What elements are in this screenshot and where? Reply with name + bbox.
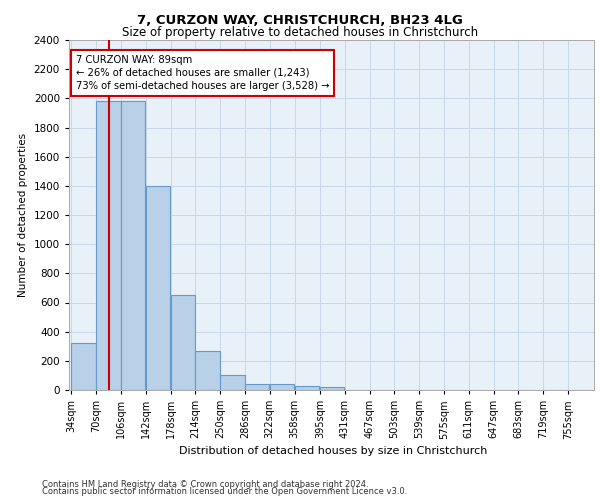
Bar xyxy=(320,387,344,390)
Text: Contains public sector information licensed under the Open Government Licence v3: Contains public sector information licen… xyxy=(42,487,407,496)
Bar xyxy=(196,350,220,390)
Text: 7 CURZON WAY: 89sqm
← 26% of detached houses are smaller (1,243)
73% of semi-det: 7 CURZON WAY: 89sqm ← 26% of detached ho… xyxy=(76,54,329,91)
Bar xyxy=(220,374,245,390)
Bar xyxy=(71,344,96,390)
Y-axis label: Number of detached properties: Number of detached properties xyxy=(18,133,28,297)
Text: Size of property relative to detached houses in Christchurch: Size of property relative to detached ho… xyxy=(122,26,478,39)
Bar xyxy=(270,384,294,390)
Bar xyxy=(170,295,195,390)
Bar xyxy=(96,102,121,390)
Text: Distribution of detached houses by size in Christchurch: Distribution of detached houses by size … xyxy=(179,446,487,456)
Text: 7, CURZON WAY, CHRISTCHURCH, BH23 4LG: 7, CURZON WAY, CHRISTCHURCH, BH23 4LG xyxy=(137,14,463,27)
Bar xyxy=(245,384,269,390)
Bar xyxy=(121,102,145,390)
Bar xyxy=(295,386,319,390)
Bar xyxy=(146,186,170,390)
Text: Contains HM Land Registry data © Crown copyright and database right 2024.: Contains HM Land Registry data © Crown c… xyxy=(42,480,368,489)
